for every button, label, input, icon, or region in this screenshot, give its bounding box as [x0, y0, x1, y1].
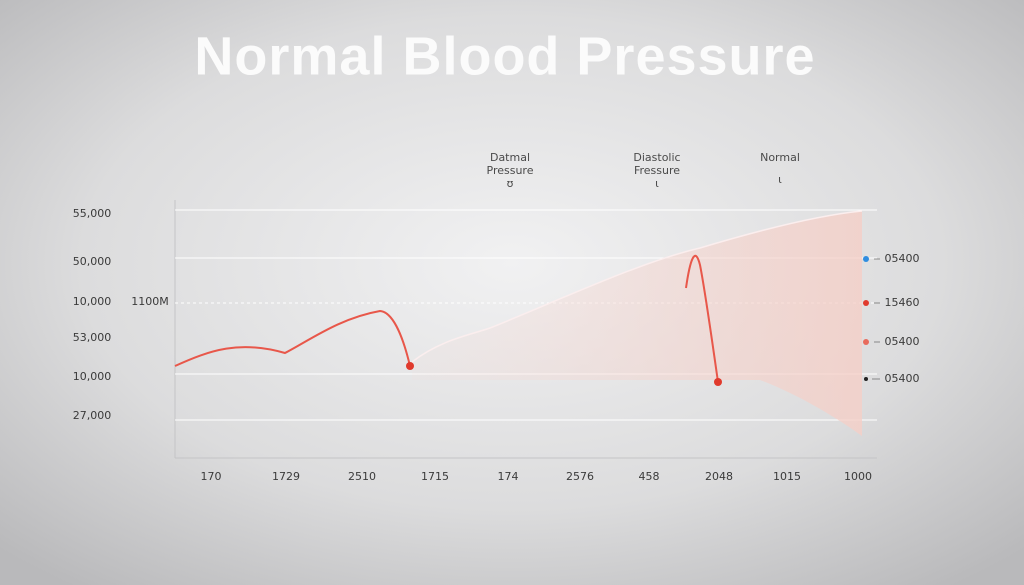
- column-label: ɩ: [778, 173, 782, 186]
- light-line: [411, 210, 863, 363]
- y-label: 10,000: [73, 370, 112, 383]
- y-label: 55,000: [73, 207, 112, 220]
- x-label: 2576: [566, 470, 594, 483]
- y-label: 10,000: [73, 295, 112, 308]
- reference-label: 1100M: [131, 295, 169, 308]
- column-labels: Datmal Pressure ʊ Diastolic Fressure ι N…: [487, 151, 800, 190]
- x-label: 1015: [773, 470, 801, 483]
- x-label: 458: [639, 470, 660, 483]
- y-label: 50,000: [73, 255, 112, 268]
- column-label: ʊ: [507, 177, 514, 190]
- point: [714, 378, 722, 386]
- column-label: Diastolic: [633, 151, 680, 164]
- y-labels: 55,000 50,000 10,000 53,000 10,000 27,00…: [73, 207, 169, 422]
- column-label: Datmal: [490, 151, 530, 164]
- y-label: 27,000: [73, 409, 112, 422]
- x-label: 170: [201, 470, 222, 483]
- title: Normal Blood Pressure: [194, 26, 815, 86]
- x-label: 2048: [705, 470, 733, 483]
- x-label: 1729: [272, 470, 300, 483]
- red-line: [685, 254, 719, 383]
- right-labels: 05400 15460 05400 05400: [863, 252, 920, 385]
- column-label: Normal: [760, 151, 800, 164]
- legend-dot: [863, 256, 869, 262]
- x-label: 1000: [844, 470, 872, 483]
- right-label: 05400: [885, 252, 920, 265]
- column-label: ι: [655, 177, 659, 190]
- right-label: 15460: [885, 296, 920, 309]
- x-label: 1715: [421, 470, 449, 483]
- right-label: 05400: [885, 335, 920, 348]
- legend-dot: [864, 377, 868, 381]
- column-label: Pressure: [487, 164, 534, 177]
- x-label: 174: [498, 470, 519, 483]
- red-line: [174, 309, 411, 367]
- legend-dot: [863, 300, 869, 306]
- area: [412, 211, 862, 436]
- column-label: Fressure: [634, 164, 680, 177]
- x-label: 2510: [348, 470, 376, 483]
- y-label: 53,000: [73, 331, 112, 344]
- right-label: 05400: [885, 372, 920, 385]
- x-labels: 170 1729 2510 1715 174 2576 458 2048 101…: [201, 470, 873, 483]
- point: [406, 362, 414, 370]
- legend-dot: [863, 339, 869, 345]
